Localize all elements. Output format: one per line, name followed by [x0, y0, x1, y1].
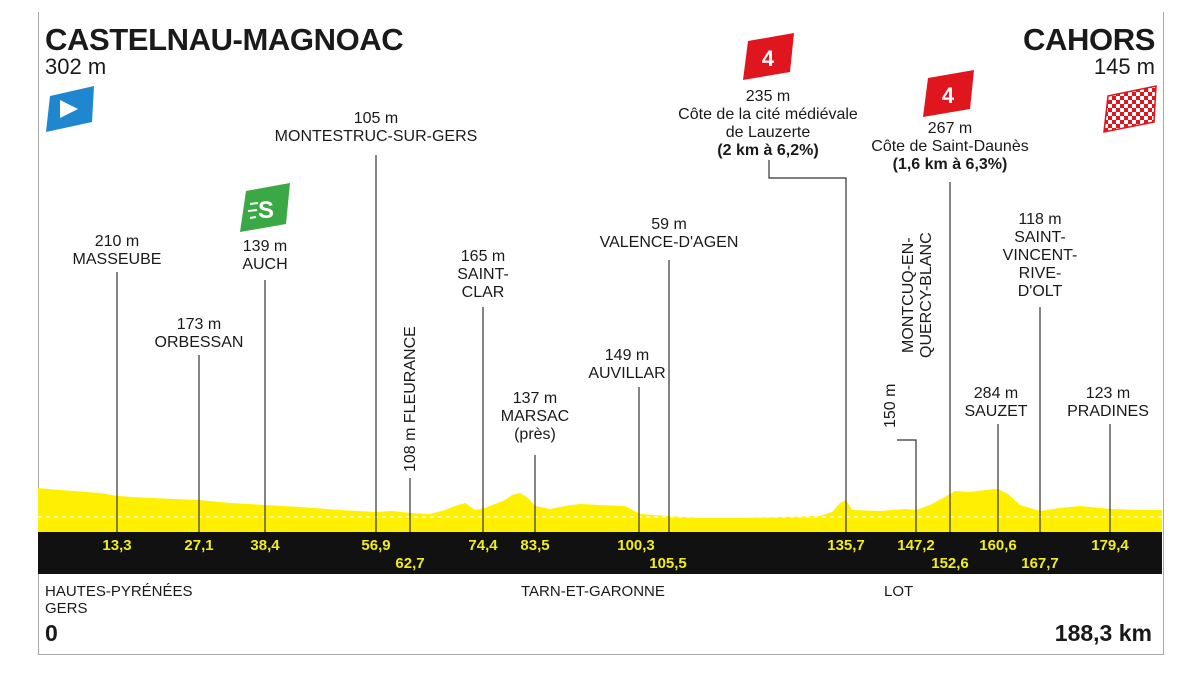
svg-text:4: 4 — [942, 83, 955, 108]
km-marker: 167,7 — [1021, 555, 1059, 572]
km-marker: 56,9 — [361, 537, 391, 554]
climb-category-badge-icon: 4 — [743, 33, 794, 80]
region-label: HAUTES-PYRÉNÉES GERS — [45, 583, 193, 617]
km-marker: 83,5 — [520, 537, 550, 554]
km-marker: 27,1 — [184, 537, 214, 554]
km-marker: 74,4 — [468, 537, 498, 554]
km-marker: 13,3 — [102, 537, 132, 554]
location-label-marsac: 137 m MARSAC (près) — [500, 390, 570, 443]
sprint-badge-letter: S — [258, 197, 274, 224]
km-marker: 105,5 — [649, 555, 687, 572]
location-label-montestruc: 105 m MONTESTRUC-SUR-GERS — [274, 110, 478, 145]
km-marker: 152,6 — [931, 555, 969, 572]
location-label-sauzet: 284 m SAUZET — [964, 385, 1028, 420]
start-city: CASTELNAU-MAGNOAC — [45, 22, 404, 57]
location-label-montcuq: MONTCUQ-EN- QUERCY-BLANC — [900, 232, 935, 358]
region-label: LOT — [884, 583, 914, 600]
location-label-saint-clar: 165 m SAINT- CLAR — [457, 248, 509, 301]
km-marker: 160,6 — [979, 537, 1017, 554]
location-label-saint-vincent: 118 m SAINT- VINCENT- RIVE- D'OLT — [1002, 211, 1078, 300]
location-label-fleurance: 108 m FLEURANCE — [402, 326, 419, 472]
location-label-auvillar: 149 m AUVILLAR — [588, 347, 666, 382]
elevation-profile — [38, 488, 1162, 532]
km-marker: 62,7 — [395, 555, 425, 572]
finish-altitude: 145 m — [1093, 54, 1155, 79]
km-marker: 135,7 — [827, 537, 865, 554]
location-label-auch: 139 m AUCH — [242, 238, 288, 273]
finish-city: CAHORS — [1023, 22, 1155, 57]
distance-start: 0 — [45, 620, 58, 646]
distance-total: 188,3 km — [1054, 620, 1152, 646]
km-band — [38, 532, 1162, 574]
climb-label-lauzerte: 235 m Côte de la cité médiévale de Lauze… — [678, 88, 858, 159]
region-label: TARN-ET-GARONNE — [521, 583, 665, 600]
location-label-montcuq-altitude: 150 m — [882, 383, 899, 428]
km-marker: 179,4 — [1091, 537, 1129, 554]
climb-category-badge-icon: 4 — [923, 70, 974, 117]
location-marker-lines — [116, 155, 1111, 532]
location-label-valence: 59 m VALENCE-D'AGEN — [599, 216, 739, 251]
location-label-orbessan: 173 m ORBESSAN — [154, 316, 244, 351]
km-marker: 38,4 — [250, 537, 280, 554]
km-marker: 147,2 — [897, 537, 935, 554]
svg-text:4: 4 — [762, 46, 775, 71]
finish-flag-icon — [1103, 85, 1157, 133]
start-altitude: 302 m — [45, 54, 107, 79]
location-label-pradines: 123 m PRADINES — [1067, 385, 1149, 420]
start-flag-icon — [46, 86, 94, 132]
km-marker: 100,3 — [617, 537, 655, 554]
sprint-badge-icon: S — [240, 183, 290, 232]
profile-frame — [38, 12, 1164, 655]
climb-label-saint-daunes: 267 m Côte de Saint-Daunès (1,6 km à 6,3… — [871, 120, 1029, 173]
location-label-masseube: 210 m MASSEUBE — [72, 233, 162, 268]
